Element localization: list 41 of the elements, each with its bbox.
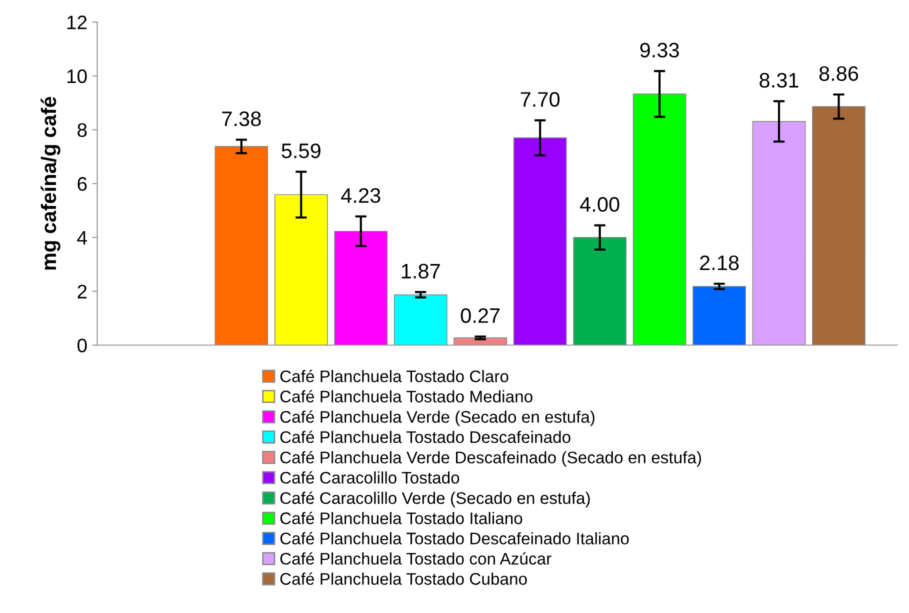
bar — [334, 230, 388, 346]
y-tick-label: 6 — [78, 177, 87, 191]
legend-label: Café Planchuela Tostado con Azúcar — [280, 552, 552, 565]
bar — [214, 146, 268, 346]
legend-label: Café Planchuela Tostado Mediano — [280, 390, 532, 402]
data-label: 5.59 — [282, 143, 320, 158]
y-tick-label: 12 — [67, 16, 87, 30]
bar — [812, 106, 866, 346]
bar — [632, 94, 686, 346]
data-label: 2.18 — [700, 255, 739, 270]
data-label: 4.00 — [580, 197, 620, 212]
y-tick-label: 10 — [67, 69, 87, 84]
y-tick-label: 8 — [78, 123, 87, 137]
legend-label: Café Planchuela Tostado Claro — [280, 370, 508, 382]
data-label: 7.38 — [222, 111, 261, 126]
bar — [394, 294, 448, 346]
data-label: 1.87 — [402, 264, 440, 279]
data-label: 8.86 — [819, 66, 858, 81]
legend-label: Café Planchuela Verde (Secado en estufa) — [280, 410, 594, 426]
legend-label: Café Planchuela Tostado Cubano — [280, 572, 527, 585]
y-tick-label: 2 — [78, 284, 87, 298]
legend-label: Café Caracolillo Verde (Secado en estufa) — [280, 492, 590, 508]
y-axis-title: mg cafeína/g café — [40, 96, 60, 270]
data-label: 0.27 — [460, 308, 500, 323]
legend-label: Café Planchuela Tostado Italiano — [280, 512, 522, 524]
bar — [454, 337, 508, 346]
legend-label: Café Caracolillo Tostado — [280, 471, 460, 484]
y-tick-label: 4 — [77, 231, 87, 244]
bar — [752, 120, 806, 346]
bar — [513, 137, 567, 346]
bar — [692, 286, 746, 346]
legend-label: Café Planchuela Verde Descafeinado (Secado en estufa) — [280, 450, 701, 467]
y-tick-label: 0 — [77, 338, 87, 352]
data-label: 8.31 — [760, 72, 798, 88]
data-label: 9.33 — [640, 42, 679, 58]
bar — [573, 237, 627, 346]
legend-label: Café Planchuela Tostado Descafeinado Italiano — [280, 532, 629, 544]
legend-label: Café Planchuela Tostado Descafeinado — [280, 430, 570, 444]
data-label: 4.23 — [341, 188, 380, 203]
bar — [274, 194, 328, 346]
data-label: 7.70 — [520, 92, 560, 107]
